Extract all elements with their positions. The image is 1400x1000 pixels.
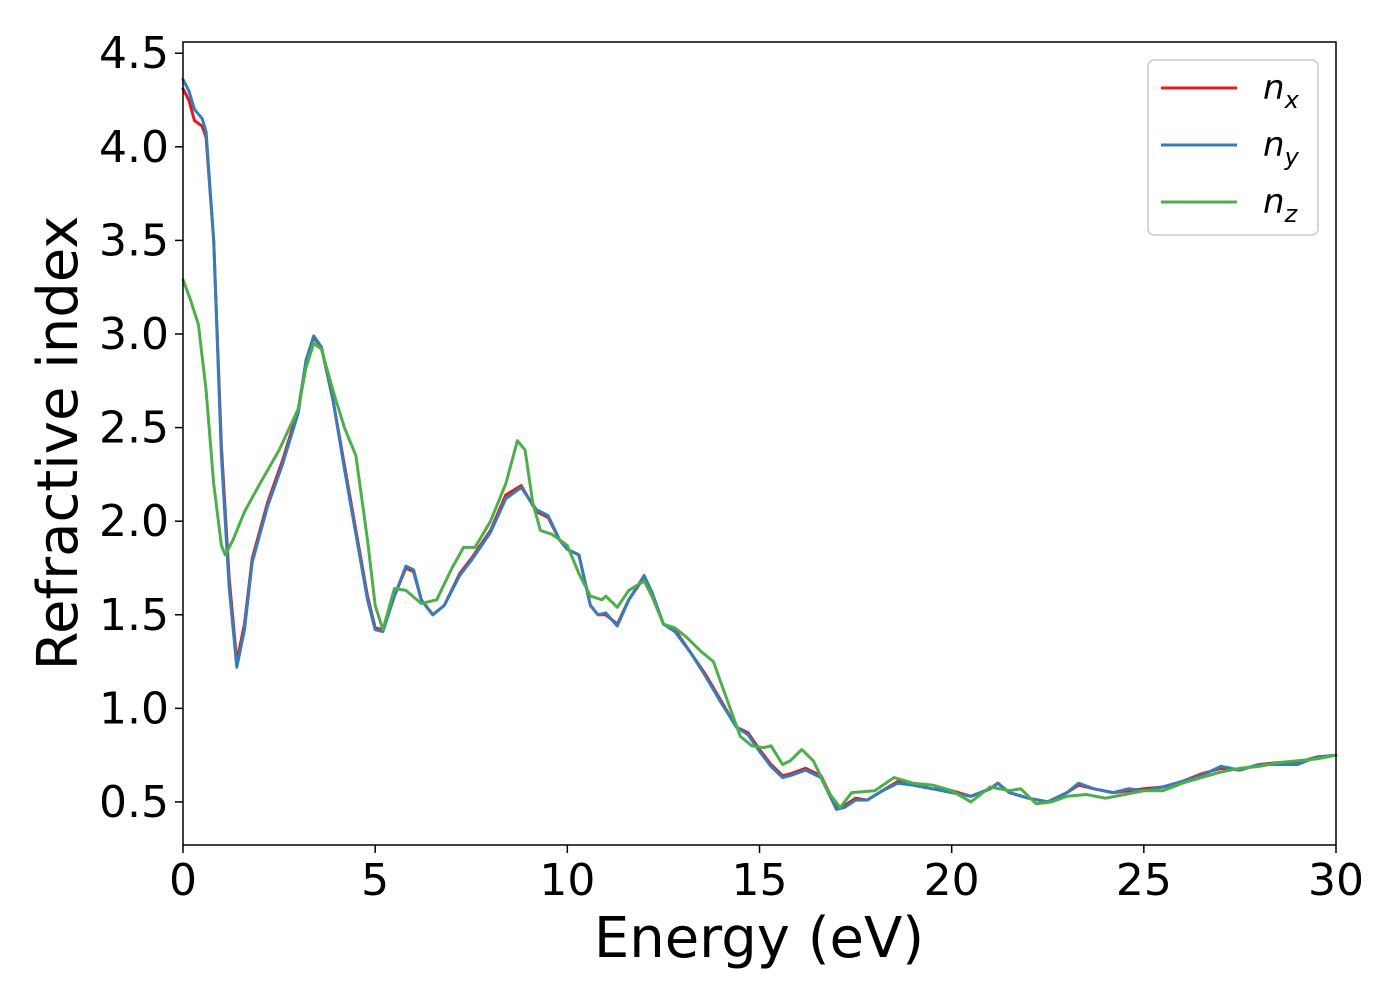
legend-label-base: n xyxy=(1263,68,1285,108)
legend-label-subscript: x xyxy=(1284,86,1300,114)
y-tick-label: 2.5 xyxy=(99,403,169,454)
y-tick-label: 1.5 xyxy=(99,590,169,641)
series-line-y xyxy=(181,77,1338,811)
y-tick-label: 0.5 xyxy=(99,777,169,828)
x-tick-label: 20 xyxy=(924,855,980,906)
legend-label-subscript: z xyxy=(1284,200,1299,228)
y-axis-title: Refractive index xyxy=(26,216,91,671)
y-tick-label: 3.5 xyxy=(99,215,169,266)
x-tick-label: 15 xyxy=(732,855,788,906)
y-tick-label: 4.0 xyxy=(99,122,169,173)
plot-area xyxy=(183,42,1336,845)
legend-label-base: n xyxy=(1263,182,1285,222)
legend-label-subscript: y xyxy=(1284,143,1300,171)
y-tick-label: 1.0 xyxy=(99,683,169,734)
x-axis-title: Energy (eV) xyxy=(594,906,924,971)
y-tick-label: 4.5 xyxy=(99,28,169,79)
legend-box xyxy=(1147,59,1319,236)
y-axis: 0.5 1.0 1.5 2.0 2.5 3.0 3.5 4.0 4.5 xyxy=(99,28,183,828)
y-tick-label: 3.0 xyxy=(99,309,169,360)
x-tick-label: 30 xyxy=(1308,855,1364,906)
legend-label-y: ny xyxy=(1263,125,1300,171)
series-line-z xyxy=(181,278,1338,810)
x-tick-label: 25 xyxy=(1116,855,1172,906)
x-tick-label: 10 xyxy=(539,855,595,906)
legend-label-base: n xyxy=(1263,125,1285,165)
x-tick-label: 0 xyxy=(169,855,197,906)
x-axis: 0 5 10 15 20 25 30 xyxy=(169,845,1364,906)
x-tick-label: 5 xyxy=(361,855,389,906)
series-layer xyxy=(181,77,1338,811)
legend-label-z: nz xyxy=(1263,182,1299,228)
legend-label-x: nx xyxy=(1263,68,1300,114)
y-tick-label: 2.0 xyxy=(99,496,169,547)
